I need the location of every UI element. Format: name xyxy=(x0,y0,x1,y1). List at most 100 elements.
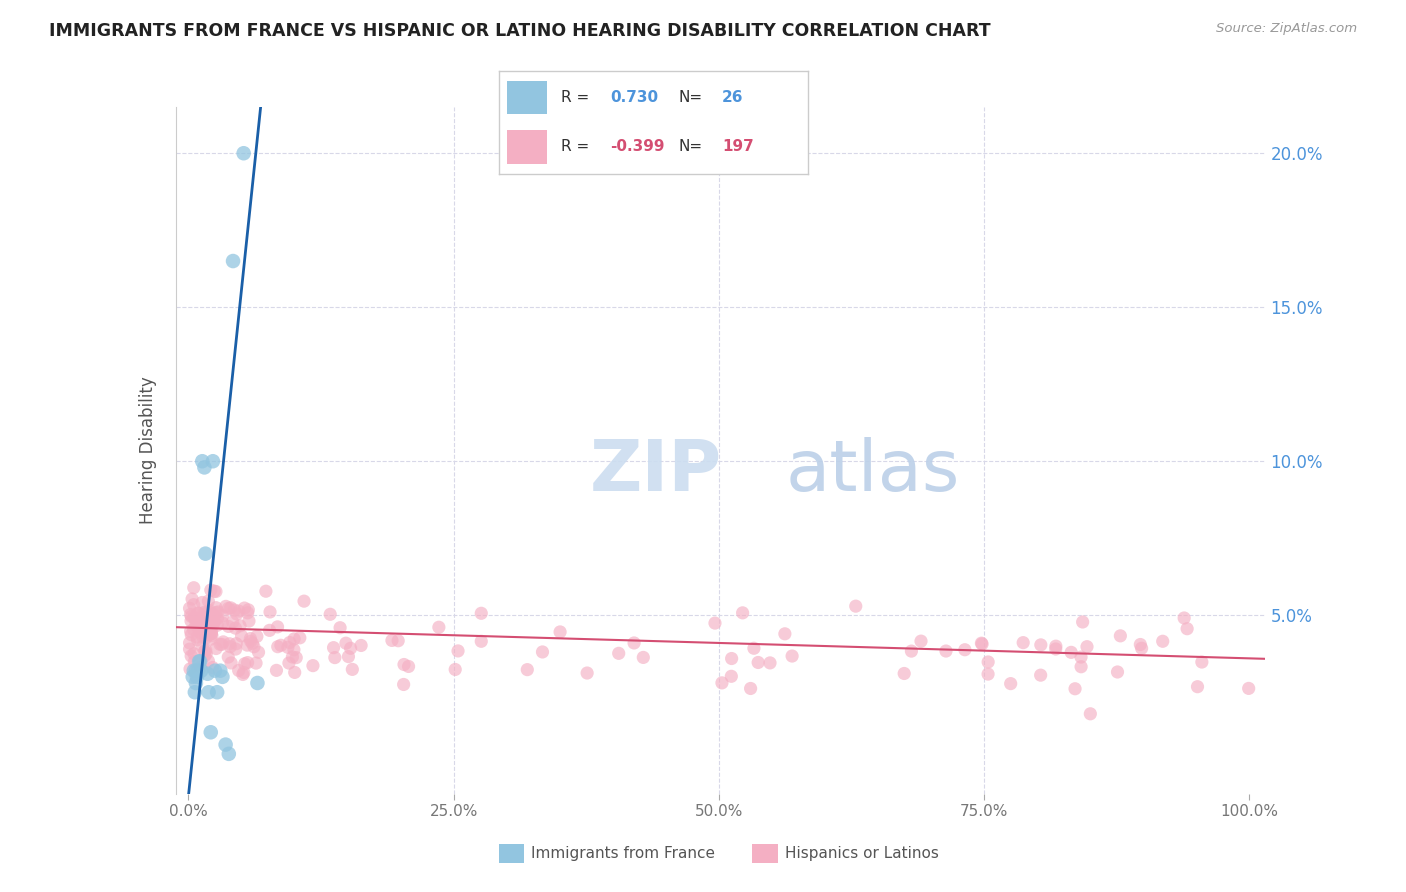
Point xyxy=(190,611,212,625)
Point xyxy=(219,656,242,670)
Point xyxy=(759,656,782,670)
Point xyxy=(350,639,373,653)
Point xyxy=(238,603,260,617)
Text: 0.730: 0.730 xyxy=(610,90,658,105)
Point xyxy=(200,618,222,632)
Point xyxy=(1076,640,1098,654)
Bar xyxy=(508,80,547,114)
Point xyxy=(179,601,201,615)
Point xyxy=(720,669,742,683)
Point xyxy=(1078,706,1101,721)
Point xyxy=(187,621,209,635)
Point xyxy=(720,651,742,665)
Point xyxy=(342,662,364,676)
Point xyxy=(179,642,201,657)
Point xyxy=(209,664,232,678)
Point xyxy=(228,664,250,678)
Point xyxy=(214,738,236,752)
Point xyxy=(1060,645,1083,659)
Point xyxy=(977,667,1000,681)
Point xyxy=(200,725,222,739)
Point xyxy=(977,655,1000,669)
Point xyxy=(194,643,217,657)
Point xyxy=(187,607,209,621)
Point xyxy=(205,584,228,599)
Point xyxy=(236,656,259,670)
Point xyxy=(283,642,305,657)
Point xyxy=(576,666,599,681)
Point xyxy=(1000,676,1022,690)
Point xyxy=(232,667,254,681)
Point xyxy=(197,654,219,668)
Point xyxy=(231,629,253,643)
Point xyxy=(1012,635,1035,649)
Point xyxy=(219,600,242,615)
Point xyxy=(259,605,281,619)
Point xyxy=(387,633,409,648)
Point xyxy=(200,608,222,623)
Point xyxy=(180,624,202,639)
Point xyxy=(1175,622,1198,636)
Point xyxy=(319,607,342,622)
Point xyxy=(470,634,492,648)
Point xyxy=(548,624,571,639)
Point xyxy=(266,664,288,678)
Point xyxy=(200,632,222,647)
Point xyxy=(200,582,222,597)
Point xyxy=(392,657,415,672)
Point xyxy=(187,664,209,678)
Point xyxy=(233,601,256,615)
Text: 197: 197 xyxy=(721,139,754,154)
Point xyxy=(202,609,225,624)
Point xyxy=(198,606,221,620)
Point xyxy=(218,747,240,761)
Point xyxy=(239,634,262,648)
Point xyxy=(337,649,360,664)
Point xyxy=(195,647,218,661)
Point xyxy=(1029,668,1052,682)
Point xyxy=(183,610,205,624)
Point xyxy=(200,626,222,640)
Point xyxy=(224,621,246,635)
Point xyxy=(444,663,467,677)
Point xyxy=(236,638,259,652)
Point xyxy=(242,636,264,650)
Point xyxy=(1071,615,1094,629)
Point xyxy=(531,645,554,659)
Point xyxy=(236,606,259,620)
Point xyxy=(198,610,221,624)
Point xyxy=(217,650,239,665)
Point xyxy=(229,619,252,633)
Point xyxy=(970,636,993,650)
Point xyxy=(201,629,224,643)
Point xyxy=(225,642,247,657)
Point xyxy=(254,584,277,599)
Point xyxy=(283,632,305,646)
Point xyxy=(900,644,922,658)
Point xyxy=(183,598,205,612)
Point xyxy=(188,655,211,669)
Point xyxy=(205,606,228,620)
Text: atlas: atlas xyxy=(786,436,960,506)
Point xyxy=(292,594,315,608)
Point xyxy=(211,670,233,684)
Point xyxy=(281,650,304,665)
Point xyxy=(1237,681,1260,696)
Point xyxy=(193,460,215,475)
Point xyxy=(1152,634,1174,648)
Point xyxy=(184,664,207,678)
Point xyxy=(205,600,228,615)
Point xyxy=(180,614,202,628)
Point xyxy=(392,677,415,691)
Bar xyxy=(508,130,547,163)
Point xyxy=(205,641,228,656)
Point xyxy=(188,655,211,669)
Point xyxy=(1064,681,1087,696)
Point xyxy=(427,620,450,634)
Point xyxy=(201,454,224,468)
Point xyxy=(204,664,226,678)
Point xyxy=(1191,655,1213,669)
Point xyxy=(205,685,228,699)
Point xyxy=(191,611,214,625)
Text: 26: 26 xyxy=(721,90,744,105)
